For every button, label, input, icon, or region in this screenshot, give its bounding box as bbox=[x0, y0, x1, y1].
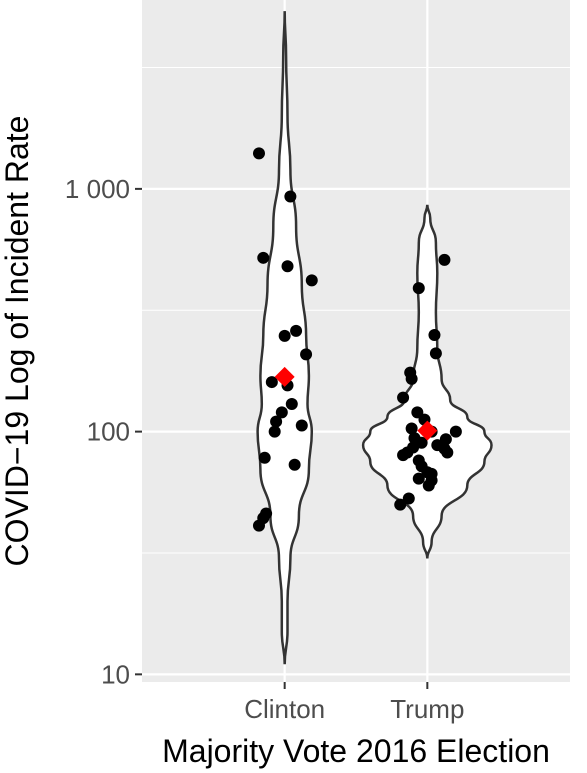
data-point bbox=[428, 329, 440, 341]
panel-background bbox=[142, 0, 570, 682]
data-point bbox=[289, 459, 301, 471]
data-point bbox=[397, 392, 409, 404]
data-point bbox=[394, 499, 406, 511]
y-tick-label: 100 bbox=[87, 417, 130, 447]
data-point bbox=[296, 419, 308, 431]
data-point bbox=[269, 426, 281, 438]
x-axis-ticks: Clinton Trump bbox=[244, 682, 464, 724]
data-point bbox=[284, 191, 296, 203]
data-point bbox=[423, 479, 435, 491]
data-point bbox=[259, 452, 271, 464]
data-point bbox=[257, 252, 269, 264]
data-point bbox=[253, 147, 265, 159]
data-point bbox=[450, 426, 462, 438]
data-point bbox=[279, 330, 291, 342]
y-axis-title: COVID−19 Log of Incident Rate bbox=[0, 116, 35, 567]
data-point bbox=[253, 520, 265, 532]
data-point bbox=[406, 373, 418, 385]
data-point bbox=[286, 398, 298, 410]
data-point bbox=[300, 348, 312, 360]
data-point bbox=[282, 260, 294, 272]
data-point bbox=[413, 473, 425, 485]
y-tick-label: 1 000 bbox=[65, 174, 130, 204]
data-point bbox=[401, 447, 413, 459]
data-point bbox=[413, 282, 425, 294]
data-point bbox=[306, 274, 318, 286]
y-axis-ticks: 10 100 1 000 bbox=[65, 174, 142, 689]
x-axis-title: Majority Vote 2016 Election bbox=[162, 733, 550, 769]
x-tick-label: Trump bbox=[390, 694, 464, 724]
data-point bbox=[290, 325, 302, 337]
data-point bbox=[438, 254, 450, 266]
data-point bbox=[441, 447, 453, 459]
data-point bbox=[270, 416, 282, 428]
y-tick-label: 10 bbox=[101, 659, 130, 689]
data-point bbox=[430, 347, 442, 359]
x-tick-label: Clinton bbox=[244, 694, 325, 724]
